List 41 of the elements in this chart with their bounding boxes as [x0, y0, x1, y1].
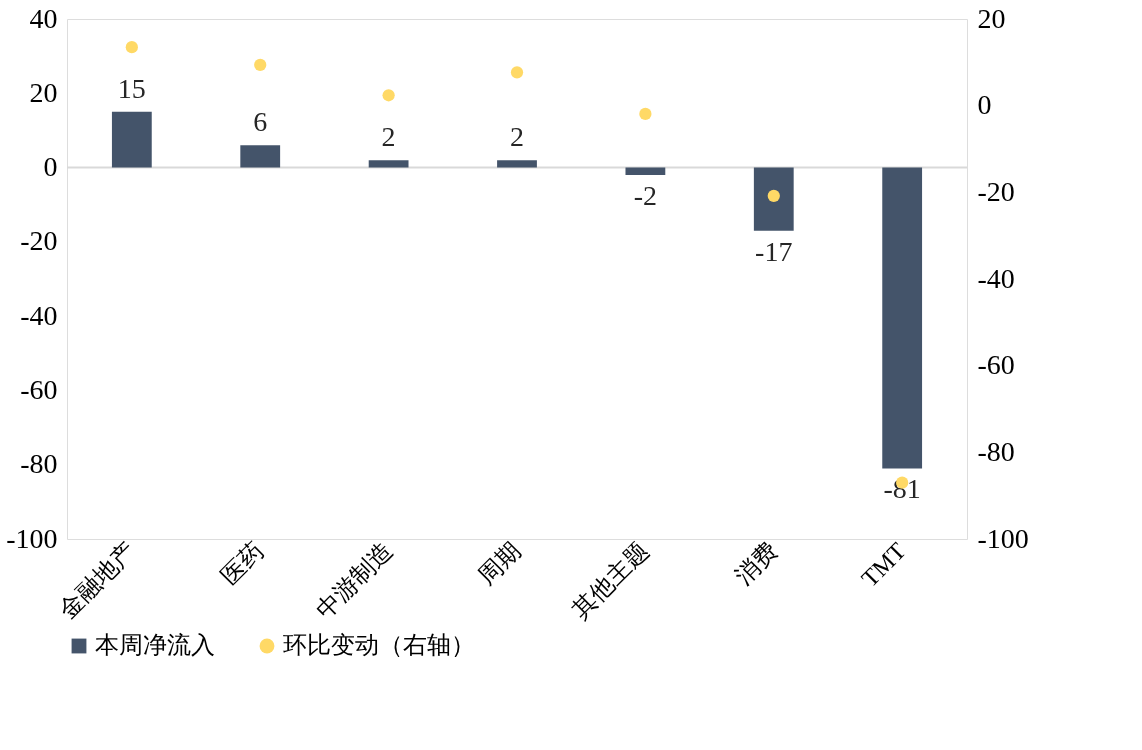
y-tick-label: -60	[20, 373, 58, 405]
point	[125, 41, 138, 54]
bar	[497, 160, 537, 168]
point	[510, 66, 524, 79]
y2-tick-label: -20	[977, 175, 1015, 207]
bar	[625, 167, 666, 175]
bar	[240, 145, 281, 168]
point	[382, 89, 395, 102]
data-label: 6	[253, 106, 268, 138]
y2-tick-label: -100	[977, 522, 1029, 554]
y-tick-label: -80	[20, 448, 58, 480]
y2-tick-label: -40	[977, 262, 1015, 294]
x-tick-label: 中游制造	[310, 537, 398, 624]
x-tick-label: 医药	[216, 537, 269, 590]
y2-tick-label: 20	[977, 2, 1006, 34]
bar	[368, 160, 409, 168]
y2-tick-label: 0	[977, 89, 992, 121]
legend-label: 环比变动（右轴）	[283, 632, 475, 658]
y2-tick-label: -60	[977, 349, 1015, 381]
bar	[753, 167, 794, 231]
x-tick-label: 其他主题	[567, 537, 654, 624]
data-label: 15	[117, 72, 146, 104]
bar	[882, 167, 923, 469]
point	[767, 189, 780, 202]
bar	[111, 111, 152, 168]
legend-label: 本周净流入	[95, 632, 215, 658]
y-tick-label: 20	[29, 76, 58, 108]
data-label: 2	[381, 121, 396, 153]
x-tick-label: 消费	[729, 537, 783, 590]
y-tick-label: 0	[43, 151, 58, 183]
y-tick-label: -100	[6, 522, 58, 554]
y-tick-label: -20	[20, 225, 58, 257]
y-tick-label: -40	[20, 299, 58, 331]
x-tick-label: 周期	[473, 537, 526, 590]
point	[639, 107, 652, 121]
data-label: -2	[633, 180, 658, 211]
y-tick-label: 40	[29, 2, 58, 34]
data-label: -17	[755, 235, 793, 267]
point	[254, 58, 267, 72]
data-label: 2	[510, 121, 524, 153]
y2-tick-label: -80	[977, 435, 1015, 467]
